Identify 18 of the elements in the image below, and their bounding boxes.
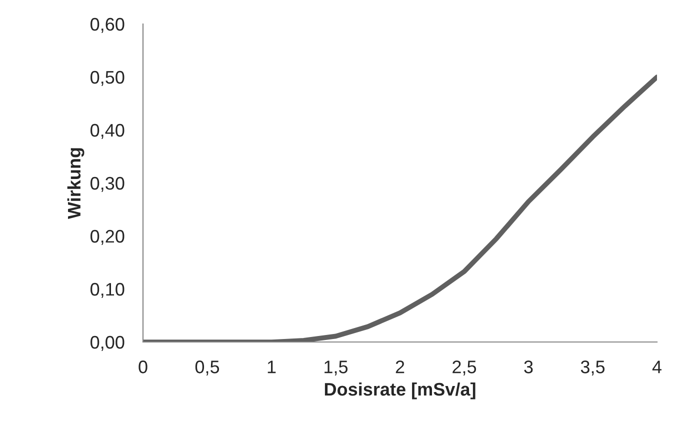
x-tick-label: 0,5 xyxy=(195,360,220,376)
x-tick-label: 1 xyxy=(268,360,276,374)
x-axis-title: Dosisrate [mSv/a] xyxy=(324,382,476,400)
y-tick-label: 0,00 xyxy=(90,336,124,351)
x-tick-label: 0 xyxy=(138,360,148,374)
y-tick-label: 0,60 xyxy=(90,18,124,33)
x-tick-label: 3 xyxy=(524,360,533,374)
y-tick-label: 0,10 xyxy=(90,282,124,298)
x-tick-label: 4 xyxy=(652,360,662,374)
x-tick-label: 2 xyxy=(396,360,404,374)
x-tick-label: 3,5 xyxy=(580,360,605,376)
x-tick-label: 1,5 xyxy=(324,360,348,376)
y-axis-title: Wirkung xyxy=(67,148,84,220)
y-tick-label: 0,50 xyxy=(90,70,124,86)
y-tick-label: 0,30 xyxy=(90,176,124,192)
y-tick-label: 0,20 xyxy=(90,230,124,245)
x-tick-label: 2,5 xyxy=(452,360,476,376)
y-tick-label: 0,40 xyxy=(90,124,124,139)
